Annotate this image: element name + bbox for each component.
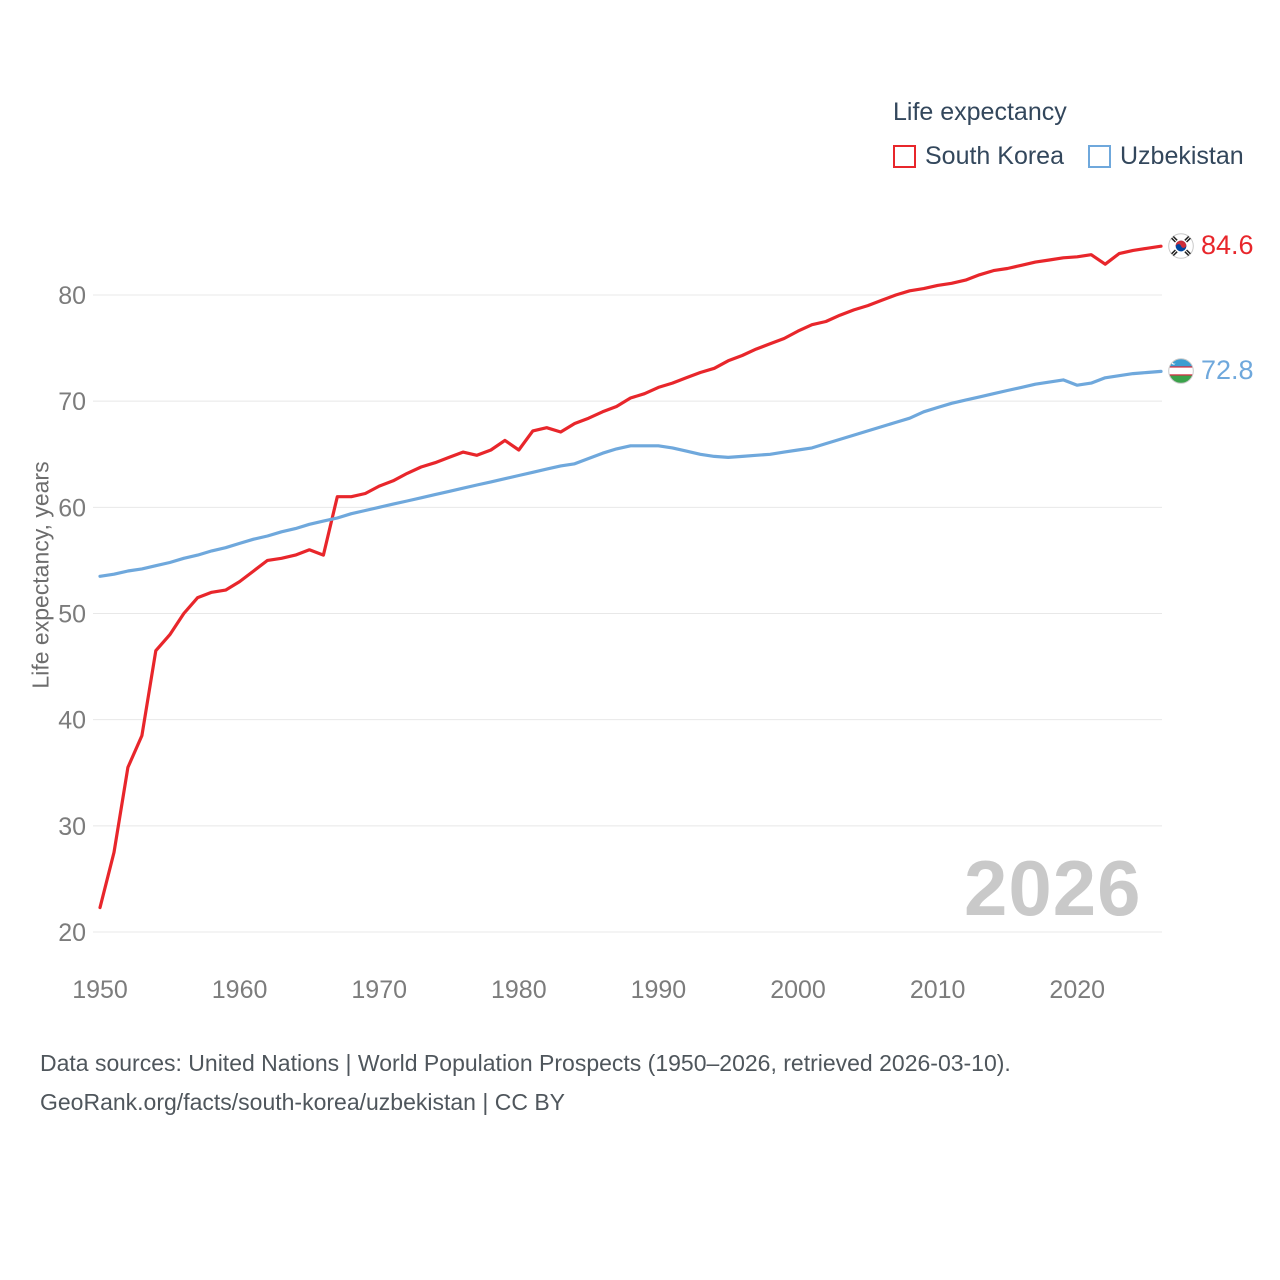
x-tick-label: 2010 (910, 976, 966, 1004)
south-korea-flag-icon (1168, 232, 1194, 259)
y-tick-label: 80 (58, 282, 86, 310)
y-tick-label: 50 (58, 601, 86, 629)
y-tick-label: 70 (58, 388, 86, 416)
legend-label-south-korea: South Korea (925, 142, 1064, 170)
y-tick-label: 20 (58, 919, 86, 947)
legend-item-uzbekistan[interactable]: Uzbekistan (1088, 142, 1244, 171)
series-line-uzbekistan (98, 369, 1163, 578)
legend-title: Life expectancy (893, 98, 1067, 126)
x-tick-label: 1960 (212, 976, 268, 1004)
watermark-year: 2026 (964, 844, 1142, 932)
uzbekistan-swatch-icon (1088, 145, 1111, 168)
y-tick-label: 60 (58, 494, 86, 522)
legend-items: South Korea Uzbekistan (893, 142, 1244, 171)
y-tick-label: 40 (58, 707, 86, 735)
south-korea-end-label: 84.6 (1168, 230, 1254, 261)
uzbekistan-end-label: 72.8 (1168, 355, 1254, 386)
y-tick-label: 30 (58, 813, 86, 841)
georank-link[interactable]: GeoRank.org/facts/south-korea/uzbekistan… (40, 1089, 566, 1115)
data-sources-text: Data sources: United Nations | World Pop… (40, 1050, 1011, 1076)
x-tick-label: 1970 (351, 976, 407, 1004)
series-line-south-korea (98, 244, 1163, 910)
x-tick-label: 1980 (491, 976, 547, 1004)
legend-item-south-korea[interactable]: South Korea (893, 142, 1064, 171)
south-korea-end-value: 84.6 (1201, 230, 1254, 260)
x-tick-label: 1990 (631, 976, 687, 1004)
x-tick-label: 1950 (72, 976, 128, 1004)
x-tick-label: 2000 (770, 976, 826, 1004)
chart-legend: Life expectancy South Korea Uzbekistan (893, 98, 1244, 171)
uzbekistan-end-value: 72.8 (1201, 355, 1254, 385)
x-tick-label: 2020 (1049, 976, 1105, 1004)
south-korea-swatch-icon (893, 145, 916, 168)
legend-label-uzbekistan: Uzbekistan (1120, 142, 1244, 170)
uzbekistan-flag-icon (1168, 357, 1194, 384)
y-axis-title: Life expectancy, years (27, 461, 54, 689)
footer: Data sources: United Nations | World Pop… (40, 1044, 1011, 1122)
